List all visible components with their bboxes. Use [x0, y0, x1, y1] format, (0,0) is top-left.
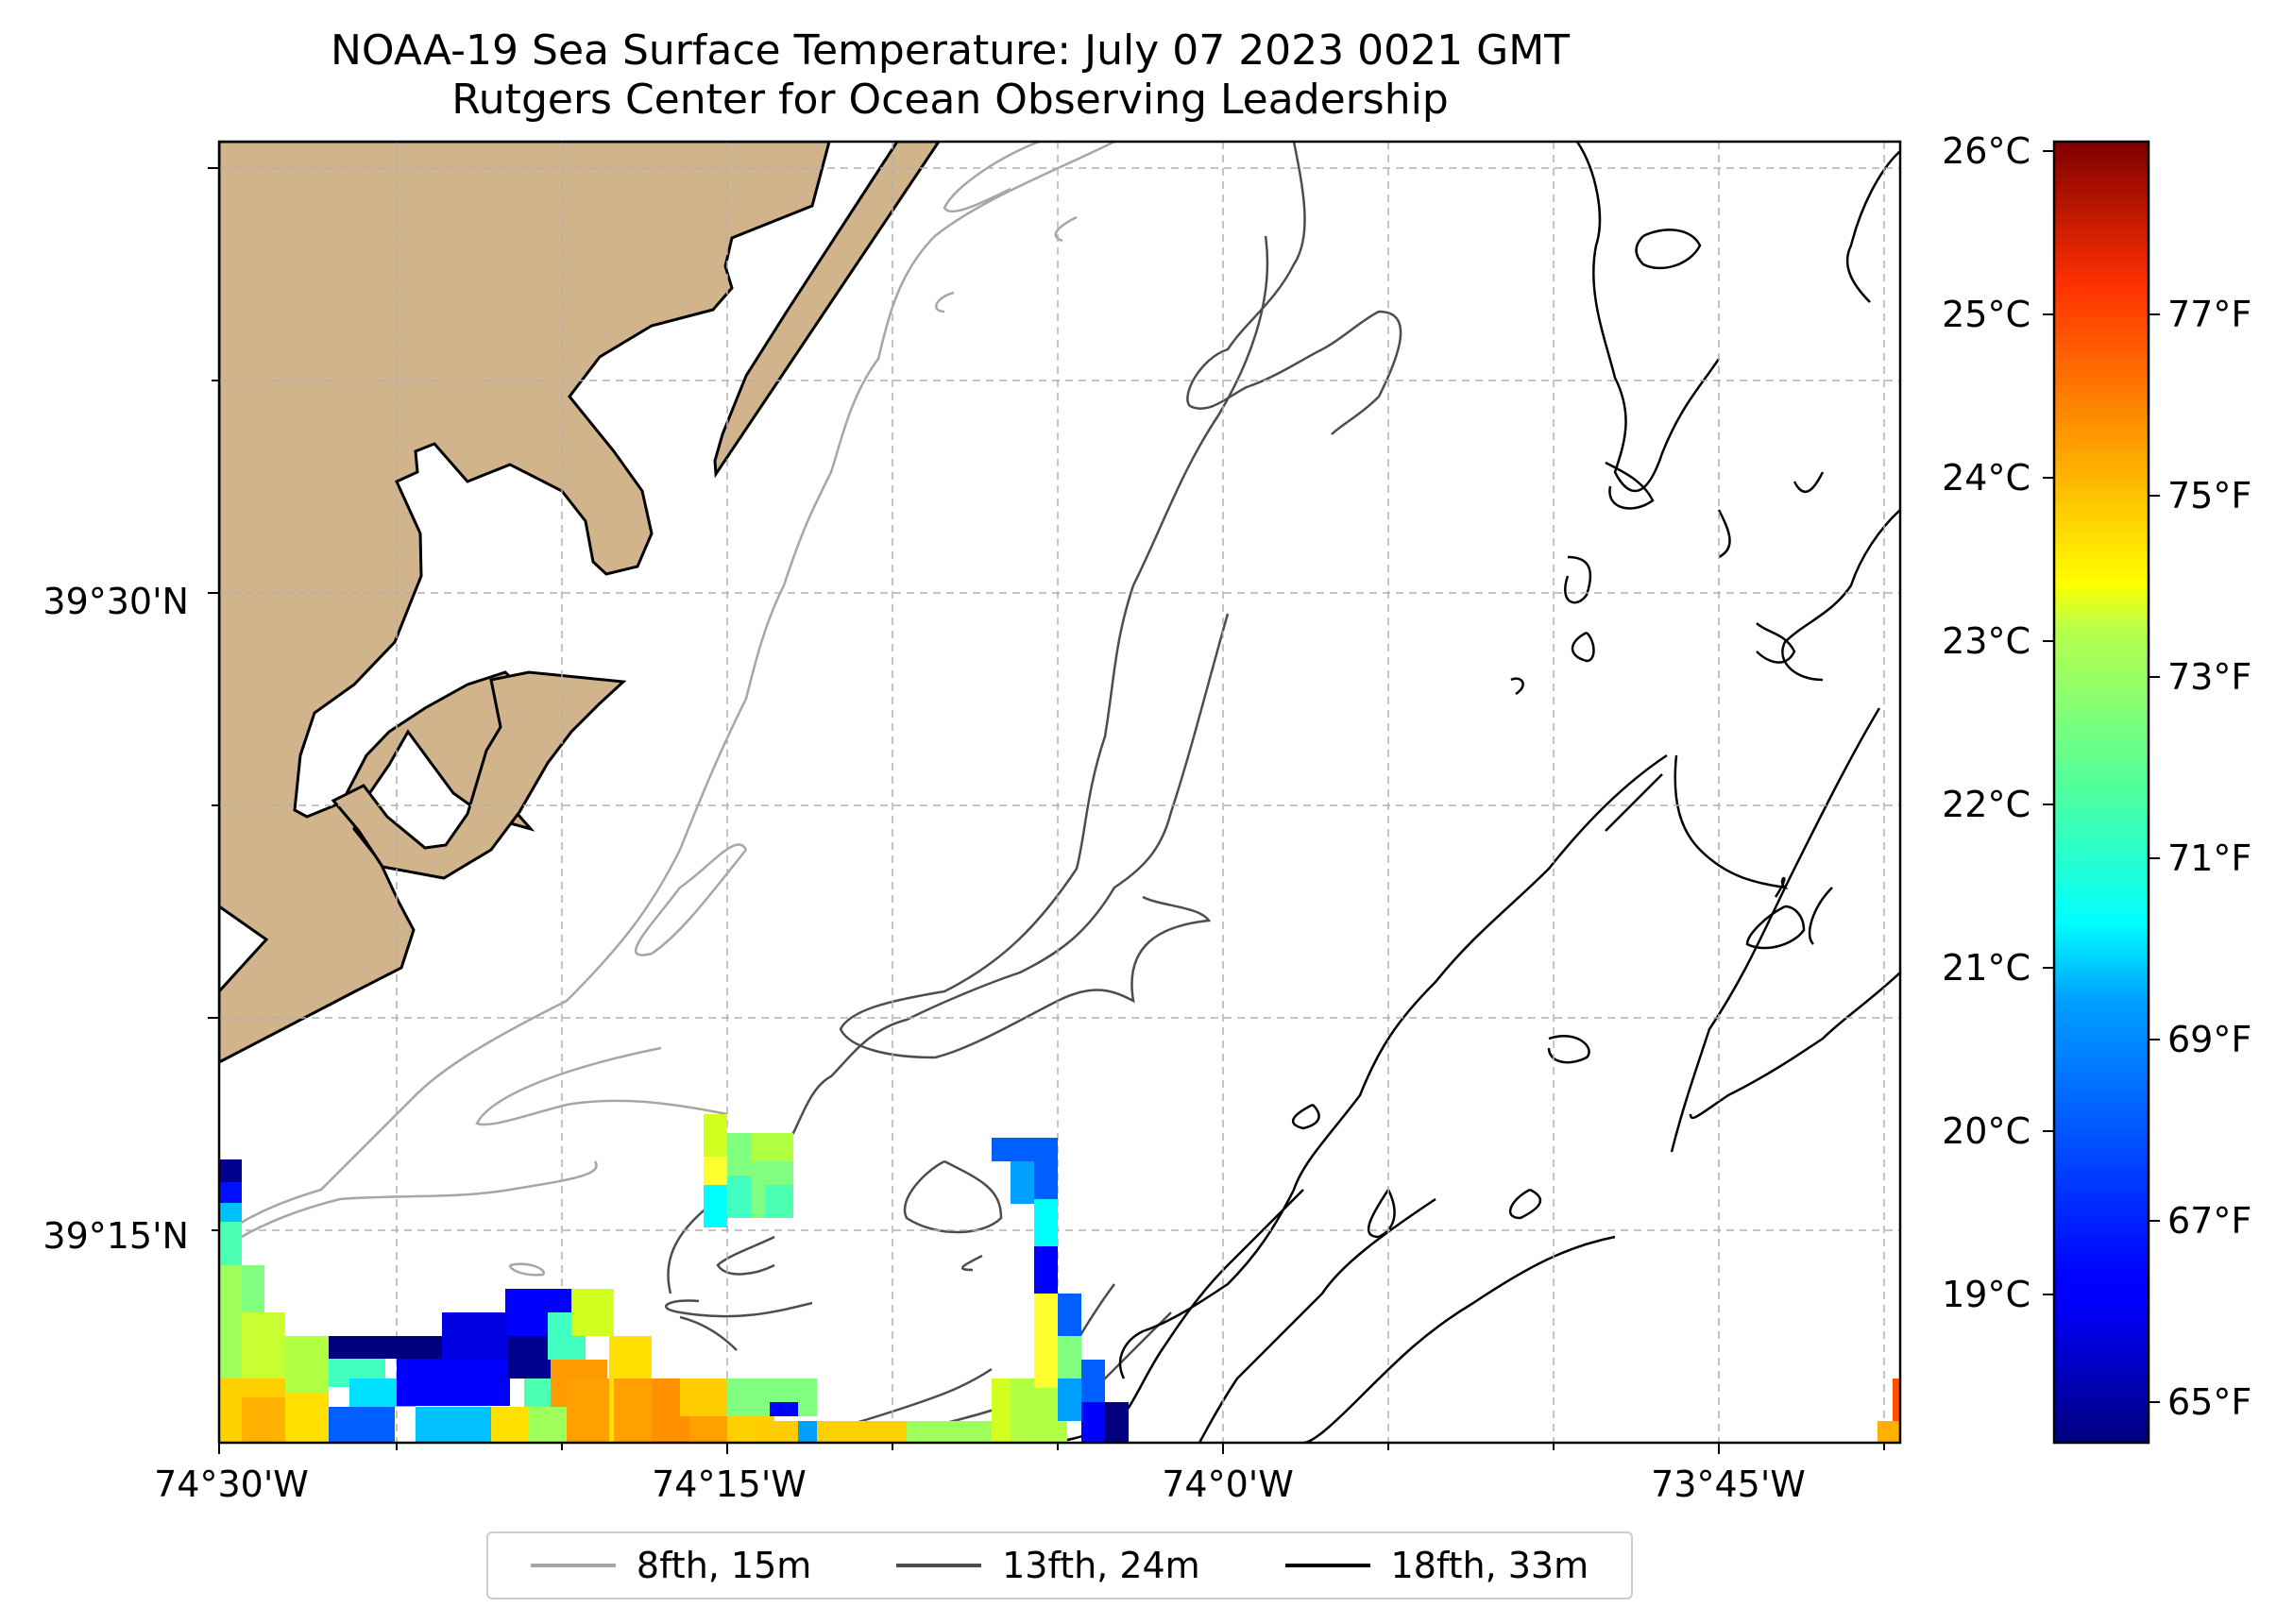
legend-line-dark-icon — [1284, 1564, 1370, 1567]
lon-label-74-15: 74°15'W — [652, 1463, 807, 1505]
cbar-c-19: 19°C — [1942, 1274, 2031, 1315]
land-peninsula — [331, 670, 627, 880]
land-small — [219, 905, 269, 994]
lon-label-74-0: 74°0'W — [1162, 1463, 1294, 1505]
land-barrier-island — [713, 142, 941, 479]
cbar-c-23: 23°C — [1942, 620, 2031, 662]
map-subtitle: Rutgers Center for Ocean Observing Leade… — [451, 76, 1449, 124]
cbar-c-25: 25°C — [1942, 294, 2031, 335]
lon-label-73-45: 73°45'W — [1651, 1463, 1806, 1505]
isobath-legend: 8fth, 15m 13fth, 24m 18fth, 33m — [486, 1531, 1633, 1599]
cbar-f-75: 75°F — [2167, 475, 2252, 516]
cbar-f-71: 71°F — [2167, 837, 2252, 879]
legend-label-13fth: 13fth, 24m — [1002, 1545, 1200, 1586]
cbar-c-22: 22°C — [1942, 784, 2031, 825]
legend-label-8fth: 8fth, 15m — [636, 1545, 812, 1586]
legend-item-8fth: 8fth, 15m — [530, 1545, 812, 1586]
map-area — [219, 142, 1900, 1443]
lon-label-74-30: 74°30'W — [154, 1463, 309, 1505]
cbar-f-73: 73°F — [2167, 656, 2252, 698]
cbar-c-21: 21°C — [1942, 947, 2031, 989]
cbar-c-24: 24°C — [1942, 457, 2031, 499]
legend-label-18fth: 18fth, 33m — [1390, 1545, 1589, 1586]
cbar-f-67: 67°F — [2167, 1200, 2252, 1242]
cbar-f-77: 77°F — [2167, 294, 2252, 335]
map-frame — [217, 140, 1902, 1445]
lat-label-39-30: 39°30'N — [42, 581, 189, 622]
isobath-8fth — [219, 142, 1115, 1277]
legend-item-13fth: 13fth, 24m — [896, 1545, 1200, 1586]
legend-line-light-icon — [530, 1564, 616, 1567]
cbar-f-65: 65°F — [2167, 1381, 2252, 1423]
colorbar-gradient — [2052, 140, 2150, 1445]
cbar-c-26: 26°C — [1942, 130, 2031, 172]
sst-pixels — [219, 1114, 1900, 1443]
lat-label-39-15: 39°15'N — [42, 1215, 189, 1257]
cbar-c-20: 20°C — [1942, 1110, 2031, 1152]
map-title: NOAA-19 Sea Surface Temperature: July 07… — [330, 26, 1571, 75]
cbar-f-69: 69°F — [2167, 1019, 2252, 1060]
colorbar: 26°C 25°C 24°C 23°C 22°C 21°C 20°C 19°C … — [1942, 130, 2252, 1445]
legend-line-medium-icon — [896, 1564, 982, 1567]
legend-item-18fth: 18fth, 33m — [1284, 1545, 1589, 1586]
land-mass — [219, 142, 831, 1064]
